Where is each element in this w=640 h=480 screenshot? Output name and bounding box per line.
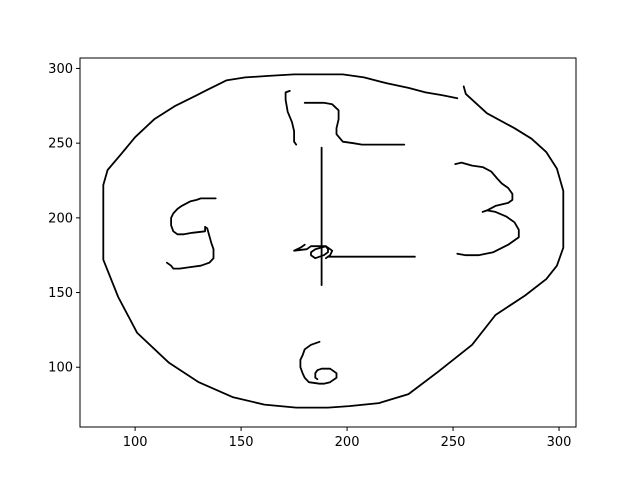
x-tick-label: 150: [229, 435, 254, 450]
x-tick-label: 200: [335, 435, 360, 450]
x-tick-label: 100: [123, 435, 148, 450]
y-tick-label: 100: [48, 361, 73, 376]
y-tick-label: 300: [48, 62, 73, 77]
series-line-2: [303, 101, 406, 146]
axes-frame: [79, 57, 577, 428]
series-line-6: [165, 197, 217, 270]
plot-lines: [102, 73, 565, 409]
y-tick-label: 150: [48, 286, 73, 301]
series-line-5: [293, 243, 334, 260]
x-tick-label: 250: [441, 435, 466, 450]
series-line-1: [284, 90, 298, 146]
y-tick-label: 250: [48, 137, 73, 152]
axis-ticks: 100 150 200 250 300 100 150 200 250 300: [48, 62, 571, 450]
series-line-7: [454, 161, 520, 257]
series-line-0: [102, 73, 565, 409]
series-line-8: [299, 340, 338, 385]
x-tick-label: 300: [547, 435, 572, 450]
y-tick-label: 200: [48, 211, 73, 226]
